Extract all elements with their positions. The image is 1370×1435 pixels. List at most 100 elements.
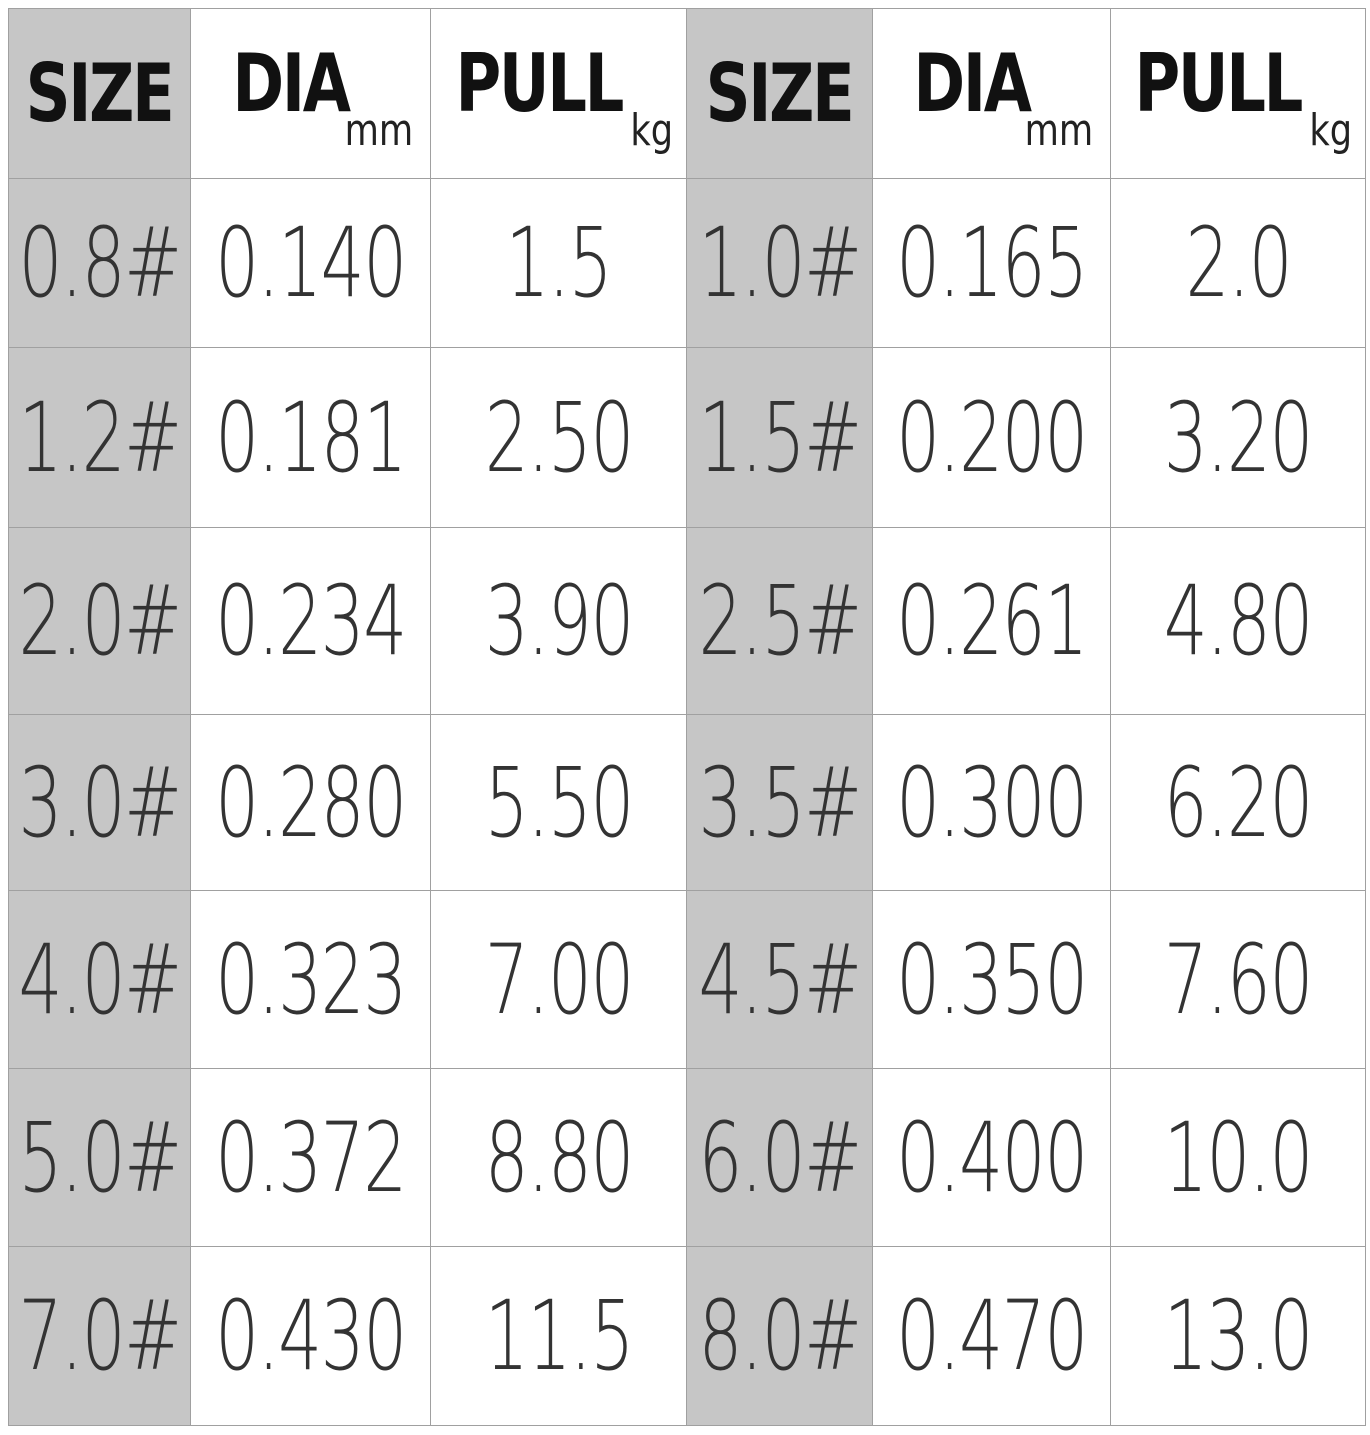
table-cell: 0.470: [872, 1246, 1111, 1426]
cell-value: 3.90: [484, 565, 634, 677]
table-cell: 0.140: [190, 178, 431, 348]
table-cell: 11.5: [430, 1246, 687, 1426]
cell-value: 3.20: [1163, 381, 1314, 494]
cell-value: 0.372: [215, 1101, 407, 1214]
table-cell: 7.00: [430, 890, 687, 1069]
table-cell: 0.300: [872, 714, 1111, 891]
table-cell: 2.0: [1110, 178, 1366, 348]
cell-value: 6.20: [1163, 746, 1314, 859]
cell-value: 8.0#: [698, 1280, 862, 1392]
table-cell: 7.60: [1110, 890, 1366, 1069]
cell-value: 3.0#: [18, 746, 182, 859]
cell-value: 11.5: [484, 1280, 634, 1392]
table-cell: 0.372: [190, 1068, 431, 1247]
table-cell: 0.181: [190, 347, 431, 528]
cell-value: 0.470: [896, 1280, 1088, 1392]
table-cell: 0.234: [190, 527, 431, 715]
cell-value: 1.2#: [18, 381, 182, 494]
cell-value: 0.200: [896, 381, 1088, 494]
cell-value: 3.5#: [698, 746, 862, 859]
header-label: DIA: [232, 37, 351, 130]
table-cell: 0.200: [872, 347, 1111, 528]
table-cell: SIZE: [686, 8, 873, 179]
cell-value: 7.60: [1163, 923, 1314, 1036]
table-cell: 2.50: [430, 347, 687, 528]
header-unit: kg: [1308, 105, 1352, 156]
table-cell: 3.20: [1110, 347, 1366, 528]
header-label: PULL: [455, 37, 624, 130]
cell-value: 0.8#: [18, 207, 182, 319]
table-cell: 0.323: [190, 890, 431, 1069]
table-cell: 0.8#: [8, 178, 191, 348]
cell-value: 5.50: [484, 746, 634, 859]
cell-value: 0.430: [215, 1280, 407, 1392]
cell-value: 4.80: [1163, 565, 1314, 677]
cell-value: 0.280: [215, 746, 407, 859]
table-cell: 1.5: [430, 178, 687, 348]
cell-value: 5.0#: [18, 1101, 182, 1214]
table-cell: 0.430: [190, 1246, 431, 1426]
table-cell: DIA mm: [190, 8, 431, 179]
table-cell: PULL kg: [1110, 8, 1366, 179]
cell-value: 2.0: [1185, 207, 1292, 319]
table-cell: 6.0#: [686, 1068, 873, 1247]
header-label: PULL: [1134, 37, 1304, 130]
table-cell: 13.0: [1110, 1246, 1366, 1426]
table-cell: 4.80: [1110, 527, 1366, 715]
cell-value: 0.350: [896, 923, 1088, 1036]
cell-value: 0.323: [215, 923, 407, 1036]
table-cell: 0.350: [872, 890, 1111, 1069]
cell-value: 0.300: [896, 746, 1088, 859]
cell-value: 0.234: [215, 565, 407, 677]
table-cell: 3.5#: [686, 714, 873, 891]
table-cell: 0.165: [872, 178, 1111, 348]
table-cell: 7.0#: [8, 1246, 191, 1426]
cell-value: 1.0#: [698, 207, 862, 319]
cell-value: 7.0#: [18, 1280, 182, 1392]
cell-value: 4.0#: [18, 923, 182, 1036]
cell-value: 2.5#: [698, 565, 862, 677]
cell-value: 7.00: [484, 923, 634, 1036]
table-cell: 5.50: [430, 714, 687, 891]
table-cell: 3.0#: [8, 714, 191, 891]
header-unit: kg: [629, 105, 673, 156]
cell-value: 0.181: [215, 381, 407, 494]
table-cell: 2.0#: [8, 527, 191, 715]
table-cell: 0.400: [872, 1068, 1111, 1247]
cell-value: 10.0: [1163, 1101, 1314, 1214]
table-cell: SIZE: [8, 8, 191, 179]
cell-value: 4.5#: [698, 923, 862, 1036]
table-cell: 0.280: [190, 714, 431, 891]
table-cell: 1.5#: [686, 347, 873, 528]
table-cell: 4.5#: [686, 890, 873, 1069]
table-cell: 3.90: [430, 527, 687, 715]
table-cell: DIA mm: [872, 8, 1111, 179]
header-unit: mm: [1024, 105, 1094, 156]
cell-value: 0.261: [896, 565, 1088, 677]
table-cell: 8.80: [430, 1068, 687, 1247]
table-cell: 5.0#: [8, 1068, 191, 1247]
table-cell: 6.20: [1110, 714, 1366, 891]
cell-value: 1.5#: [698, 381, 862, 494]
header-label: SIZE: [706, 47, 855, 140]
header-label: DIA: [913, 37, 1032, 130]
cell-value: 1.5: [505, 207, 613, 319]
table-cell: 4.0#: [8, 890, 191, 1069]
cell-value: 0.165: [896, 207, 1088, 319]
cell-value: 6.0#: [698, 1101, 862, 1214]
cell-value: 2.0#: [18, 565, 182, 677]
cell-value: 0.140: [215, 207, 407, 319]
cell-value: 13.0: [1163, 1280, 1314, 1392]
table-cell: 8.0#: [686, 1246, 873, 1426]
header-label: SIZE: [26, 47, 175, 140]
table-cell: 0.261: [872, 527, 1111, 715]
cell-value: 0.400: [896, 1101, 1088, 1214]
header-unit: mm: [344, 105, 414, 156]
table-cell: 10.0: [1110, 1068, 1366, 1247]
table-cell: 2.5#: [686, 527, 873, 715]
table-cell: PULL kg: [430, 8, 687, 179]
cell-value: 2.50: [484, 381, 634, 494]
table-cell: 1.0#: [686, 178, 873, 348]
